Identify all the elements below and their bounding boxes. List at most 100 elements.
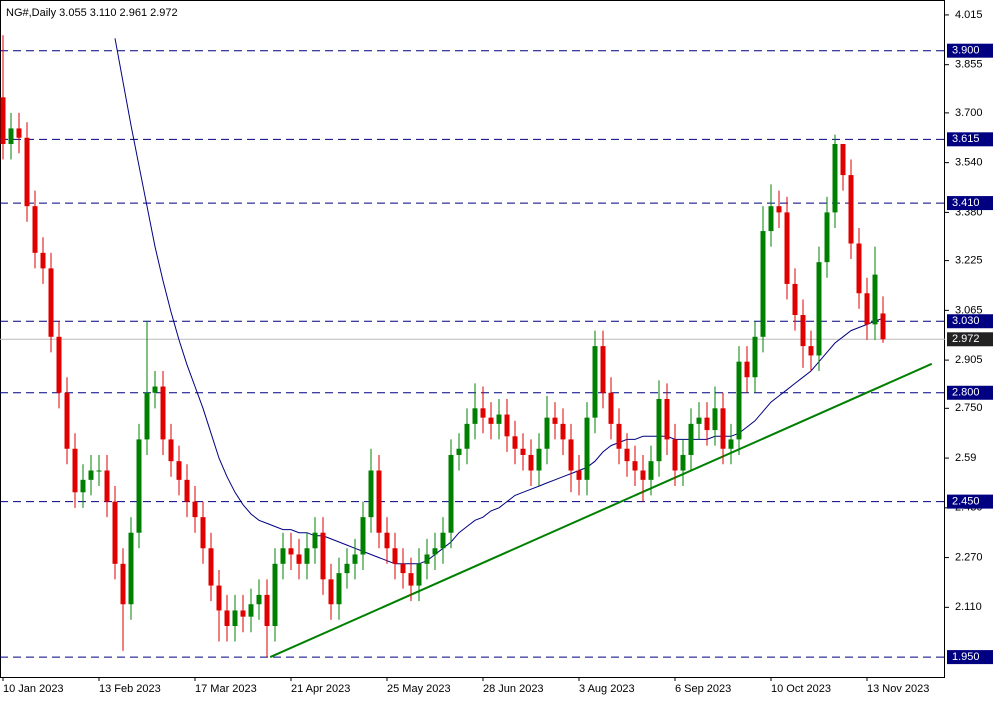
- y-tick-label: 2.110: [955, 601, 982, 613]
- candle-body: [480, 408, 486, 418]
- candle-body: [536, 448, 542, 471]
- candle-body: [0, 97, 6, 144]
- x-tick-label: 13 Nov 2023: [867, 683, 929, 695]
- candle-body: [544, 417, 550, 449]
- candle-body: [752, 336, 758, 378]
- level-label-box: [947, 43, 993, 58]
- candle-body: [120, 563, 126, 605]
- x-tick-label: 13 Feb 2023: [99, 683, 161, 695]
- candle-body: [384, 532, 390, 549]
- candle-body: [320, 532, 326, 580]
- candle-body: [808, 346, 814, 356]
- candle-body: [312, 532, 318, 549]
- level-label: 2.450: [952, 496, 980, 508]
- candle-body: [400, 563, 406, 574]
- candle-body: [856, 243, 862, 294]
- x-tick-label: 21 Apr 2023: [291, 683, 350, 695]
- candle-body: [376, 470, 382, 533]
- candle-body: [232, 610, 238, 626]
- x-tick-label: 10 Jan 2023: [3, 683, 64, 695]
- candle-body: [144, 392, 150, 440]
- candle-body: [656, 398, 662, 462]
- candle-body: [88, 470, 94, 480]
- candle-body: [264, 594, 270, 626]
- level-label-box: [947, 196, 993, 211]
- candle-body: [648, 461, 654, 480]
- candle-body: [184, 479, 190, 502]
- candle-body: [8, 128, 14, 144]
- candle-body: [760, 231, 766, 337]
- candle-body: [248, 604, 254, 617]
- candle-body: [608, 392, 614, 424]
- level-label: 3.900: [952, 45, 980, 57]
- candle-body: [304, 548, 310, 564]
- candle-body: [288, 548, 294, 555]
- x-tick-label: 3 Aug 2023: [579, 683, 635, 695]
- candle-body: [744, 361, 750, 378]
- candle-body: [136, 439, 142, 533]
- candle-body: [328, 579, 334, 605]
- candle-body: [296, 554, 302, 564]
- level-label: 3.410: [952, 197, 980, 209]
- candle-body: [24, 137, 30, 207]
- candle-body: [720, 408, 726, 449]
- level-label-box: [947, 314, 993, 329]
- candle-body: [576, 470, 582, 480]
- candle-body: [464, 423, 470, 449]
- candle-body: [880, 313, 886, 340]
- candle-body: [104, 470, 110, 502]
- y-tick-label: 2.750: [955, 402, 983, 414]
- candle-body: [736, 361, 742, 440]
- candle-body: [56, 336, 62, 393]
- candle-body: [696, 417, 702, 424]
- candle-body: [16, 128, 22, 138]
- candle-body: [872, 274, 878, 325]
- candle-body: [256, 594, 262, 605]
- candle-body: [848, 175, 854, 244]
- candle-body: [488, 417, 494, 424]
- trendline: [269, 362, 933, 659]
- level-label: 2.800: [952, 387, 980, 399]
- x-tick-label: 10 Oct 2023: [771, 683, 831, 695]
- chart-title: NG#,Daily 3.055 3.110 2.961 2.972: [6, 7, 178, 19]
- candle-body: [728, 439, 734, 449]
- y-tick-label: 3.225: [955, 255, 983, 267]
- candle-body: [816, 262, 822, 356]
- candle-body: [632, 461, 638, 471]
- candle-body: [472, 408, 478, 424]
- candle-body: [424, 554, 430, 564]
- candle-body: [216, 585, 222, 611]
- candle-body: [192, 501, 198, 518]
- y-tick-label: 3.540: [955, 157, 983, 169]
- candle-body: [152, 386, 158, 393]
- candle-body: [432, 548, 438, 555]
- candle-body: [672, 439, 678, 471]
- level-label: 3.030: [952, 315, 980, 327]
- candle-body: [792, 283, 798, 316]
- candle-body: [64, 392, 70, 449]
- x-tick-label: 28 Jun 2023: [483, 683, 544, 695]
- level-label-box: [947, 650, 993, 665]
- candle-body: [504, 414, 510, 437]
- candle-body: [392, 548, 398, 564]
- candle-body: [80, 479, 86, 493]
- candle-body: [344, 563, 350, 574]
- candle-body: [224, 610, 230, 626]
- candle-body: [864, 293, 870, 325]
- candle-body: [112, 501, 118, 564]
- candle-body: [336, 573, 342, 605]
- candle-body: [832, 143, 838, 213]
- candle-body: [824, 212, 830, 263]
- y-tick-label: 4.015: [955, 9, 983, 21]
- candle-body: [552, 417, 558, 424]
- level-label: 3.615: [952, 133, 980, 145]
- candle-body: [688, 423, 694, 455]
- candle-body: [840, 143, 846, 176]
- candle-body: [784, 212, 790, 284]
- candle-body: [200, 517, 206, 549]
- candle-body: [352, 554, 358, 564]
- candle-body: [168, 439, 174, 462]
- y-tick-label: 2.270: [955, 551, 983, 563]
- candle-body: [40, 252, 46, 269]
